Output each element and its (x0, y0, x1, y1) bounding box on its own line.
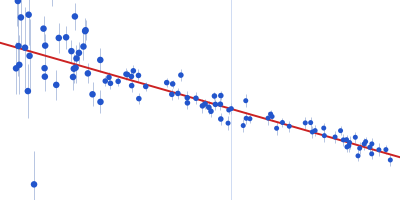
Point (130, 69, 136, 72)
Point (80, 45, 87, 48)
Point (102, 79, 108, 83)
Point (22, 46, 28, 49)
Point (206, 106, 212, 109)
Point (26, 54, 33, 57)
Point (346, 144, 352, 147)
Point (242, 99, 249, 102)
Point (18, 16, 24, 19)
Point (42, 44, 48, 47)
Point (208, 110, 214, 113)
Point (72, 66, 79, 69)
Point (70, 67, 77, 70)
Point (343, 138, 350, 141)
Point (136, 97, 142, 100)
Point (321, 134, 328, 137)
Point (97, 100, 104, 103)
Point (184, 96, 190, 99)
Point (383, 148, 389, 151)
Point (340, 138, 346, 141)
Point (164, 81, 170, 84)
Point (193, 97, 199, 100)
Point (82, 30, 88, 33)
Point (124, 73, 131, 76)
Point (279, 121, 286, 124)
Point (355, 154, 361, 157)
Point (56, 36, 62, 40)
Point (13, 67, 19, 70)
Point (15, 0, 21, 3)
Point (25, 89, 31, 93)
Point (170, 82, 176, 86)
Point (199, 104, 206, 107)
Point (218, 117, 224, 121)
Point (82, 29, 89, 32)
Point (178, 73, 184, 77)
Point (40, 27, 47, 30)
Point (184, 101, 191, 104)
Point (76, 51, 82, 54)
Point (89, 93, 96, 96)
Point (107, 82, 114, 85)
Point (274, 127, 280, 130)
Point (302, 121, 308, 124)
Point (286, 125, 292, 128)
Point (361, 142, 367, 146)
Point (243, 117, 249, 120)
Point (175, 92, 181, 95)
Point (169, 93, 175, 96)
Point (376, 148, 382, 151)
Point (309, 130, 316, 134)
Point (16, 63, 22, 66)
Point (387, 158, 394, 162)
Point (352, 136, 358, 139)
Point (202, 102, 208, 106)
Point (218, 94, 224, 97)
Point (26, 13, 32, 16)
Point (225, 122, 231, 125)
Point (128, 84, 135, 87)
Point (269, 115, 275, 118)
Point (212, 103, 218, 106)
Point (123, 73, 129, 76)
Point (346, 141, 353, 144)
Point (106, 76, 112, 79)
Point (369, 142, 375, 145)
Point (320, 126, 327, 130)
Point (332, 135, 338, 139)
Point (308, 121, 314, 124)
Point (128, 75, 135, 78)
Point (337, 129, 344, 132)
Point (72, 15, 78, 18)
Point (356, 147, 363, 150)
Point (73, 57, 80, 60)
Point (142, 85, 149, 88)
Point (240, 124, 246, 127)
Point (362, 140, 369, 143)
Point (211, 94, 218, 98)
Point (85, 72, 91, 75)
Point (42, 75, 48, 78)
Point (115, 80, 121, 83)
Point (226, 108, 232, 112)
Point (41, 67, 48, 70)
Point (368, 152, 375, 155)
Point (268, 112, 274, 116)
Point (68, 50, 75, 53)
Point (97, 58, 104, 62)
Point (312, 129, 318, 132)
Point (366, 146, 373, 149)
Point (344, 145, 350, 149)
Point (265, 117, 271, 120)
Point (135, 74, 142, 77)
Point (31, 183, 37, 186)
Point (53, 83, 60, 86)
Point (228, 107, 234, 110)
Point (217, 103, 224, 106)
Point (247, 117, 253, 120)
Point (63, 36, 69, 39)
Point (15, 44, 22, 48)
Point (70, 75, 76, 79)
